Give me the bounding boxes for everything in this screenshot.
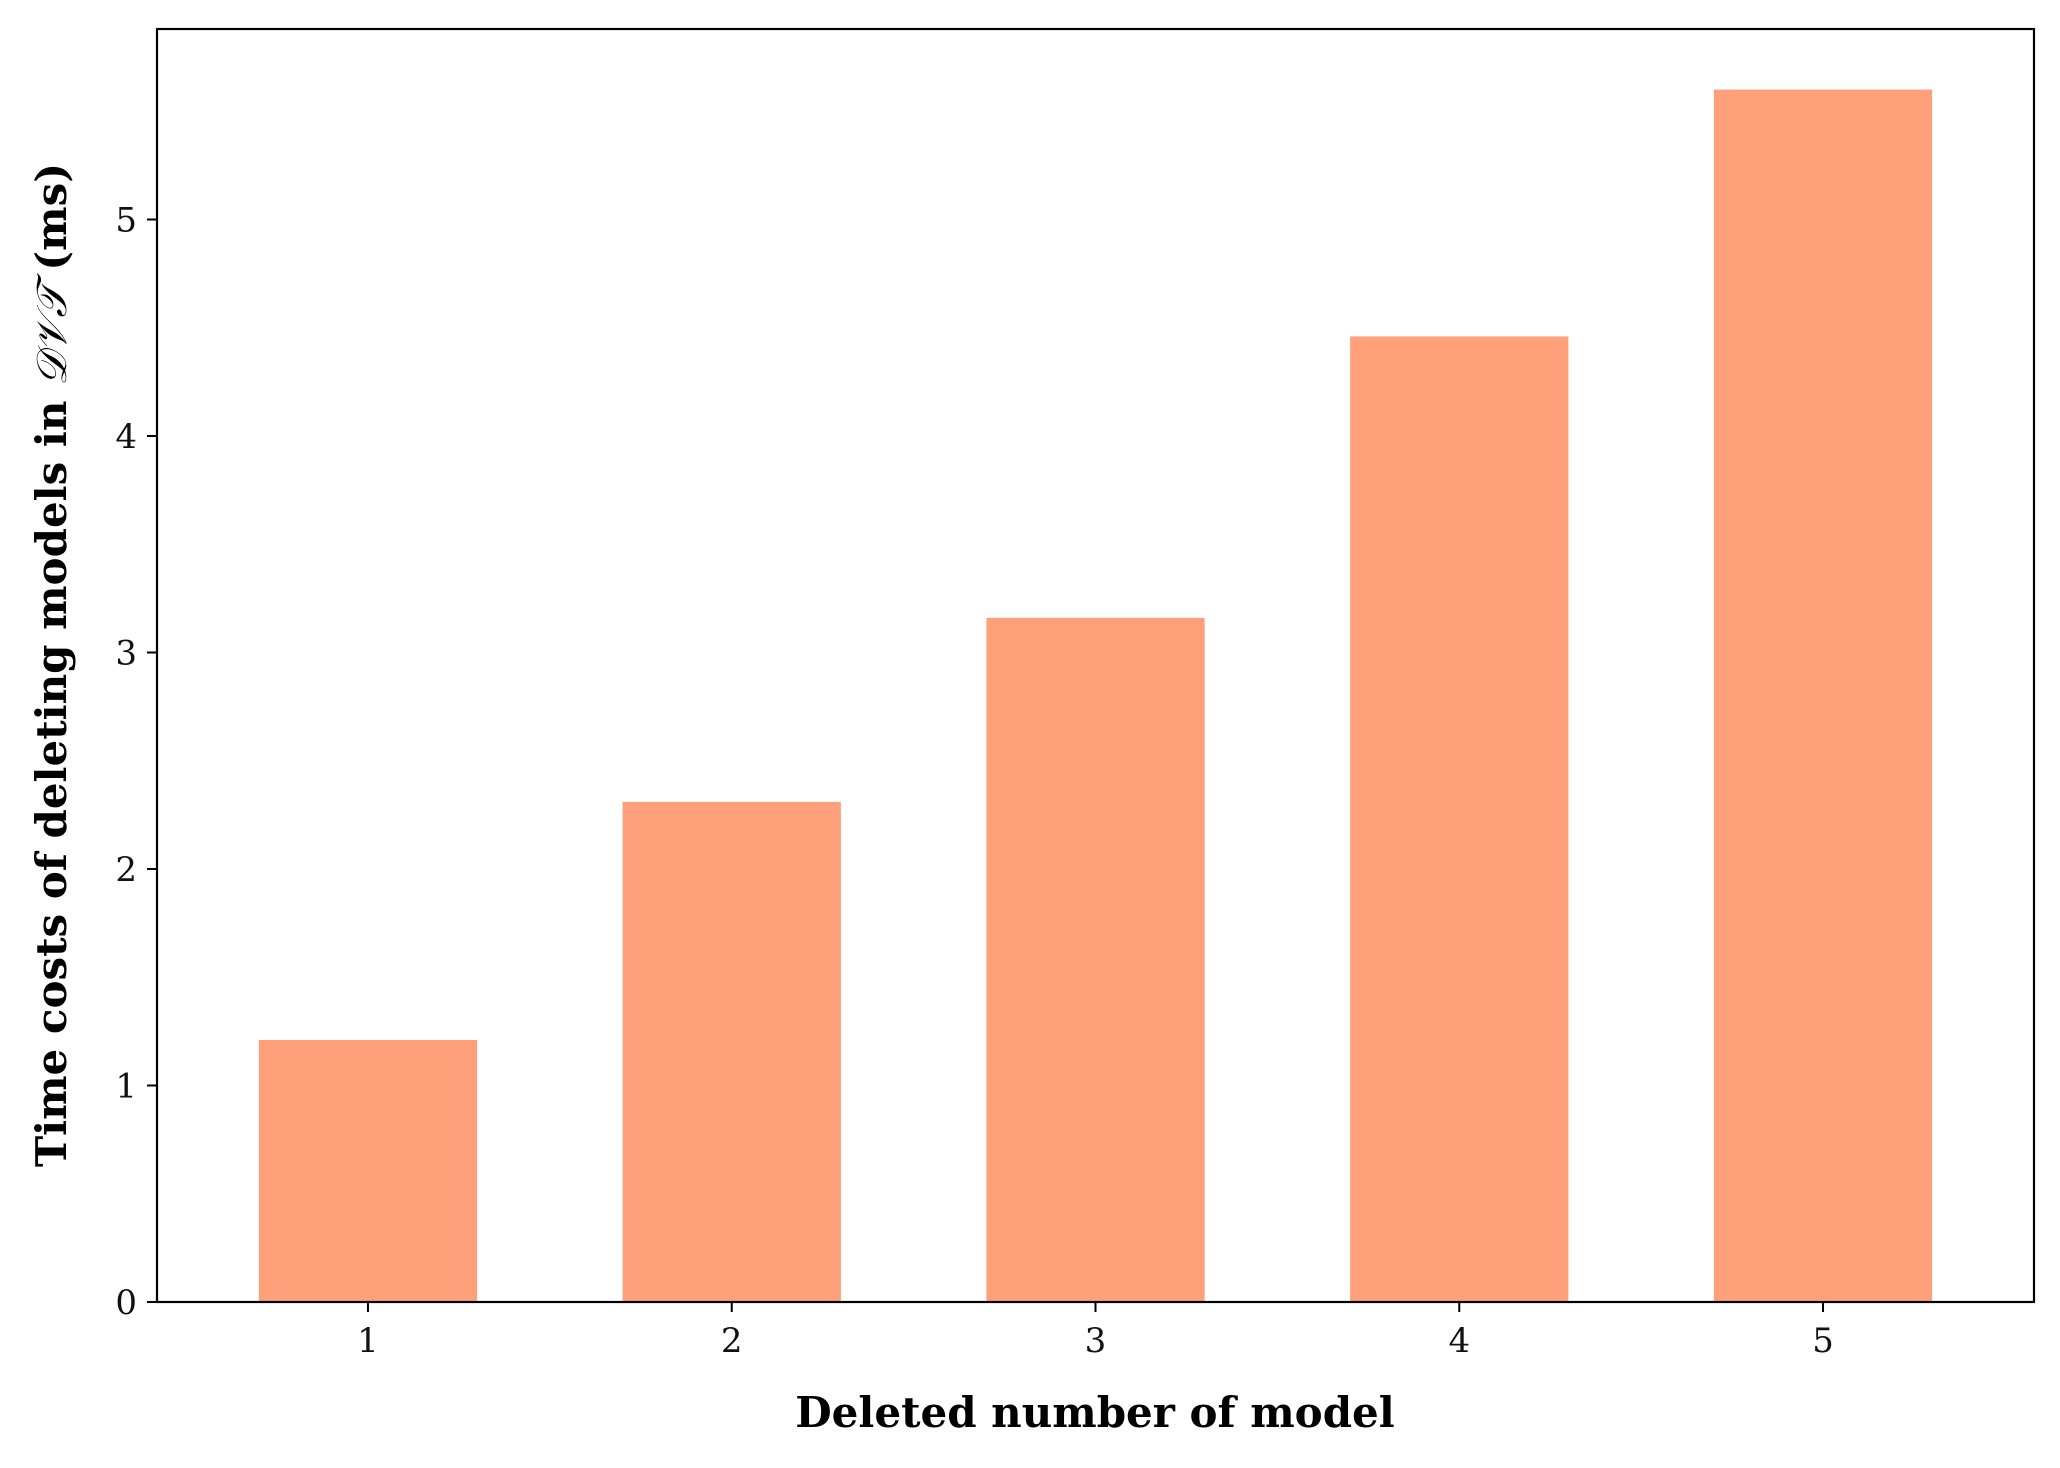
y-axis-label: Time costs of deleting models in 𝒟𝒱𝒯 (ms…	[27, 163, 76, 1167]
y-axis-label-math: 𝒟𝒱𝒯	[27, 273, 76, 387]
y-tick-label-4: 4	[115, 417, 137, 457]
y-tick-label-2: 2	[115, 850, 137, 890]
y-tick-label-1: 1	[115, 1067, 137, 1107]
y-tick-label-5: 5	[115, 201, 137, 241]
bar-3	[986, 617, 1205, 1302]
x-tick-label-1: 1	[357, 1321, 379, 1361]
bar-5	[1713, 89, 1933, 1303]
bar-4	[1350, 336, 1569, 1302]
y-tick-label-3: 3	[115, 634, 137, 674]
y-tick-label-0: 0	[115, 1283, 137, 1323]
bar-2	[622, 801, 841, 1302]
x-tick-label-5: 5	[1812, 1321, 1834, 1361]
y-axis-label-suffix: (ms)	[27, 163, 76, 285]
bars-group	[258, 89, 1933, 1303]
y-axis-label-prefix: Time costs of deleting models in	[27, 386, 76, 1167]
x-tick-label-4: 4	[1448, 1321, 1470, 1361]
bar-1	[258, 1040, 478, 1302]
y-axis-ticks: 0 1 2 3 4 5	[115, 201, 157, 1323]
x-axis-label: Deleted number of model	[795, 1388, 1394, 1437]
x-tick-label-2: 2	[721, 1321, 743, 1361]
x-axis-ticks: 1 2 3 4 5	[357, 1302, 1834, 1361]
x-tick-label-3: 3	[1085, 1321, 1107, 1361]
